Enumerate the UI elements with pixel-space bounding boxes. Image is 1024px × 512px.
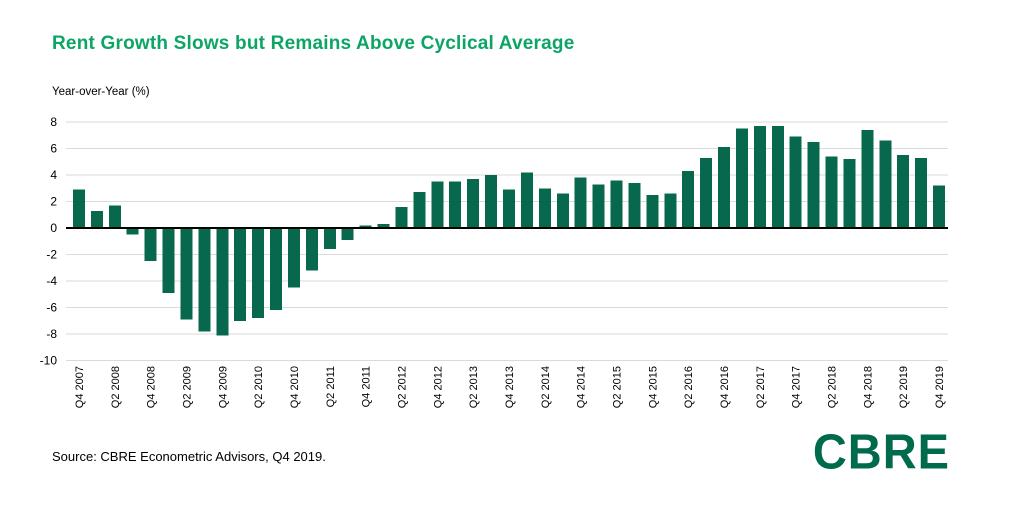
bar <box>126 228 139 235</box>
bar <box>879 140 892 228</box>
bar <box>180 228 193 320</box>
bar <box>682 171 695 228</box>
bar <box>144 228 157 262</box>
bar <box>933 185 946 228</box>
y-tick-label: -6 <box>46 301 57 315</box>
bar <box>807 141 820 228</box>
bar <box>825 156 838 228</box>
bar <box>413 192 426 228</box>
bar <box>431 181 444 228</box>
bar <box>915 157 928 228</box>
y-tick-label: -8 <box>46 327 57 341</box>
x-tick-label: Q2 2011 <box>325 366 337 407</box>
y-tick-label: -2 <box>46 248 57 262</box>
bar <box>359 225 372 228</box>
x-tick-label: Q4 2007 <box>74 366 86 408</box>
x-tick-label: Q4 2016 <box>719 366 731 408</box>
bar <box>216 228 229 336</box>
bar <box>467 178 480 228</box>
y-tick-label: 0 <box>50 221 57 235</box>
bar <box>252 228 265 319</box>
bar <box>90 210 103 228</box>
source-note: Source: CBRE Econometric Advisors, Q4 20… <box>52 449 326 464</box>
bar <box>305 228 318 271</box>
cbre-logo: CBRE <box>812 423 950 480</box>
bar <box>771 125 784 228</box>
x-tick-label: Q4 2019 <box>934 366 946 408</box>
bar <box>503 189 515 228</box>
bar <box>520 172 533 228</box>
bar <box>72 189 85 228</box>
x-tick-label: Q4 2012 <box>432 366 444 408</box>
x-tick-label: Q4 2009 <box>217 366 229 408</box>
x-tick-label: Q4 2017 <box>791 366 803 408</box>
x-tick-label: Q4 2008 <box>146 366 158 408</box>
bar <box>323 228 336 250</box>
bar <box>664 193 677 228</box>
bar <box>395 206 408 228</box>
y-tick-label: 6 <box>50 142 57 156</box>
bar <box>108 205 121 228</box>
bar <box>574 177 587 228</box>
bar <box>449 181 462 228</box>
x-tick-label: Q2 2015 <box>612 366 624 408</box>
bar <box>646 194 659 228</box>
x-tick-label: Q2 2018 <box>827 366 839 408</box>
x-tick-label: Q2 2013 <box>468 366 480 408</box>
bar <box>162 228 175 293</box>
bar <box>753 125 766 228</box>
bar <box>538 188 551 228</box>
bar <box>234 228 247 321</box>
y-tick-label: -4 <box>46 274 57 288</box>
y-tick-label: -10 <box>40 354 58 368</box>
x-tick-label: Q4 2013 <box>504 366 516 408</box>
x-tick-label: Q2 2019 <box>898 366 910 408</box>
x-tick-label: Q2 2016 <box>683 366 695 408</box>
x-tick-label: Q2 2008 <box>110 366 122 408</box>
x-tick-label: Q2 2012 <box>396 366 408 408</box>
y-tick-label: 8 <box>50 115 57 129</box>
bar <box>377 224 390 228</box>
x-tick-label: Q4 2015 <box>647 366 659 408</box>
bar <box>843 159 856 228</box>
y-axis-unit-label: Year-over-Year (%) <box>52 86 150 98</box>
y-tick-label: 2 <box>50 195 57 209</box>
x-tick-label: Q2 2009 <box>181 366 193 408</box>
bar <box>610 180 623 228</box>
bar <box>592 184 605 228</box>
x-tick-label: Q4 2010 <box>289 366 301 408</box>
bar <box>287 228 300 288</box>
bar <box>485 175 498 228</box>
bar <box>700 157 713 228</box>
x-tick-label: Q2 2017 <box>755 366 767 408</box>
bar <box>556 193 569 228</box>
bar <box>861 129 874 228</box>
x-tick-label: Q4 2011 <box>361 366 373 407</box>
bar <box>270 228 283 311</box>
chart-title: Rent Growth Slows but Remains Above Cycl… <box>52 33 575 54</box>
y-tick-label: 4 <box>50 168 57 182</box>
x-tick-label: Q4 2018 <box>862 366 874 408</box>
bar <box>341 228 354 240</box>
x-tick-label: Q2 2010 <box>253 366 265 408</box>
bar <box>628 182 641 228</box>
x-tick-label: Q4 2014 <box>576 366 588 408</box>
bar <box>897 155 910 228</box>
bar <box>735 128 748 228</box>
x-tick-label: Q2 2014 <box>540 366 552 408</box>
bar <box>789 136 802 228</box>
bar <box>198 228 211 332</box>
bar <box>718 147 731 228</box>
